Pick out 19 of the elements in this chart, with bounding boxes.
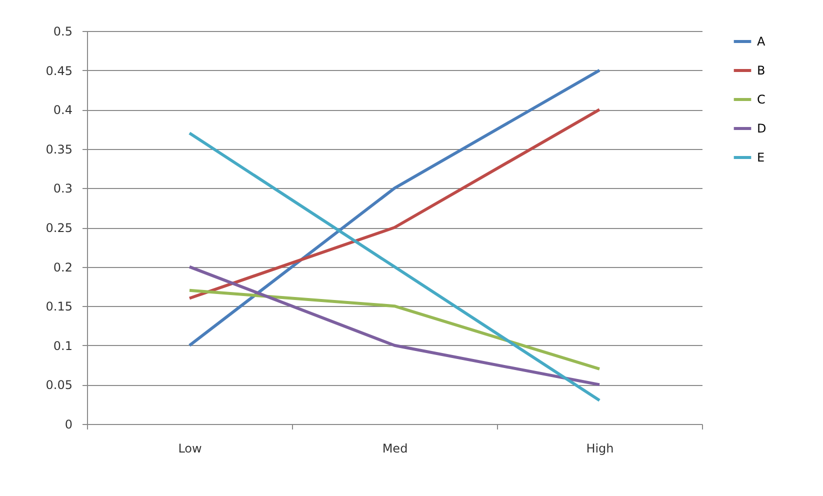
y-tick-label: 0.45: [46, 64, 72, 78]
x-tick-label: Med: [382, 442, 408, 456]
y-tick-label: 0.3: [53, 182, 72, 196]
y-tick-label: 0.2: [53, 260, 72, 274]
y-tick-label: 0.4: [53, 103, 72, 118]
y-tick-label: 0.5: [53, 24, 72, 38]
y-tick-label: 0.15: [46, 300, 72, 314]
legend-label: A: [757, 34, 766, 48]
legend-label: C: [757, 92, 766, 106]
y-tick-label: 0: [64, 418, 72, 432]
x-tick-label: High: [586, 442, 614, 456]
y-tick-label: 0.1: [53, 338, 72, 353]
y-tick-label: 0.35: [46, 142, 72, 156]
x-tick-label: Low: [178, 442, 202, 456]
legend-label: D: [757, 122, 766, 136]
y-tick-label: 0.05: [46, 378, 72, 392]
y-tick-label: 0.25: [46, 221, 72, 235]
legend-label: E: [757, 150, 765, 164]
legend-label: B: [757, 64, 766, 78]
